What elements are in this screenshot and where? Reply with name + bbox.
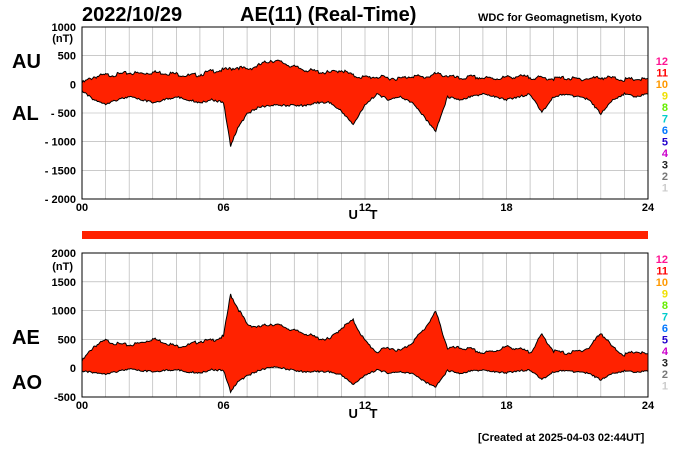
ae-ao-x-tick-label: 18 [500,400,512,412]
ae-ao-station-number: 1 [662,381,668,393]
au-al-series-au-line [81,59,649,84]
au-al-x-tick-label: 00 [76,202,88,214]
au-al-y-tick-label: - 2000 [45,194,76,206]
ae-ao-y-tick-label: -500 [54,392,76,404]
chart-date: 2022/10/29 [82,4,183,26]
au-al-x-tick-label: 12 [359,202,371,214]
au-al-plot-frame [81,26,649,200]
au-al-y-tick-label: - 500 [51,108,76,120]
ae-ao-y-ticks: 2000 1500 1000 500 0 -500 [52,248,76,404]
chart-title: AE(11) (Real-Time) [240,4,417,26]
au-al-x-tick-label: 18 [500,202,512,214]
au-al-station-number: 6 [662,125,668,137]
ae-side-label: AE [12,327,40,349]
ae-ao-station-number: 9 [662,289,668,301]
ae-ao-station-number: 5 [662,335,668,347]
au-al-y-tick-label: 500 [58,51,76,63]
au-al-y-tick-label: - 1500 [45,165,76,177]
au-al-station-number: 11 [656,68,668,80]
ae-ao-x-ticks: 00 06 12 18 24 [76,400,655,412]
ae-ao-x-tick-label: 12 [359,400,371,412]
au-al-station-number: 5 [662,137,668,149]
ae-ao-station-number: 8 [662,300,668,312]
ae-ao-y-tick-label: 0 [70,363,76,375]
ae-ao-station-number: 10 [656,277,668,289]
ae-ao-station-number: 6 [662,323,668,335]
ae-ao-station-number: 3 [662,358,668,370]
au-al-station-number: 8 [662,102,668,114]
ae-ao-x-tick-label: 00 [76,400,88,412]
ae-ao-series-ae-line [81,293,649,362]
ae-ao-station-number: 2 [662,369,668,381]
au-al-x-ticks: 00 06 12 18 24 [76,202,655,214]
au-al-series [81,59,649,147]
data-credit: WDC for Geomagnetism, Kyoto [478,12,642,24]
ae-ao-plot-frame [81,252,649,398]
au-al-y-ticks: 1000 500 0 - 500 - 1000 - 1500 - 2000 [45,22,76,206]
created-timestamp: [Created at 2025-04-03 02:44UT] [478,432,645,444]
au-al-station-number: 7 [662,114,668,126]
ae-ao-y-tick-label: 1500 [52,277,76,289]
ae-ao-x-axis-label: U T [349,406,382,421]
au-al-station-number: 9 [662,91,668,103]
au-al-station-number: 3 [662,160,668,172]
ae-ao-x-tick-label: 06 [217,400,229,412]
ae-ao-band-fill [82,293,648,393]
au-al-station-number: 10 [656,79,668,91]
ae-ao-y-tick-label: 500 [58,334,76,346]
au-al-station-number: 2 [662,171,668,183]
ae-ao-x-tick-label: 24 [642,400,655,412]
au-al-x-tick-label: 24 [642,202,655,214]
au-al-station-number: 12 [656,56,668,68]
ae-ao-y-tick-label: 1000 [52,306,76,318]
ae-ao-station-number: 11 [656,266,668,278]
au-al-series-al-line [81,90,649,147]
au-al-station-number: 4 [662,148,669,160]
ae-ao-station-number: 12 [656,254,668,266]
au-side-label: AU [12,51,41,73]
ae-ao-station-number: 4 [662,346,669,358]
ao-side-label: AO [12,372,42,394]
au-al-y-tick-label: 1000 [52,22,76,34]
al-side-label: AL [12,103,39,125]
ae-ao-y-tick-label: 2000 [52,248,76,260]
ae-ao-station-number: 7 [662,312,668,324]
station-coverage-bar [82,231,648,239]
au-al-unit-label: (nT) [52,33,73,45]
ae-ao-unit-label: (nT) [52,261,73,273]
au-al-station-number: 1 [662,183,668,195]
ae-ao-series [81,293,649,394]
au-al-y-tick-label: - 1000 [45,137,76,149]
ae-ao-series-ao-line [81,365,649,394]
au-al-band-fill [82,60,648,147]
au-al-y-tick-label: 0 [70,79,76,91]
au-al-x-tick-label: 06 [217,202,229,214]
au-al-x-axis-label: U T [349,207,382,222]
